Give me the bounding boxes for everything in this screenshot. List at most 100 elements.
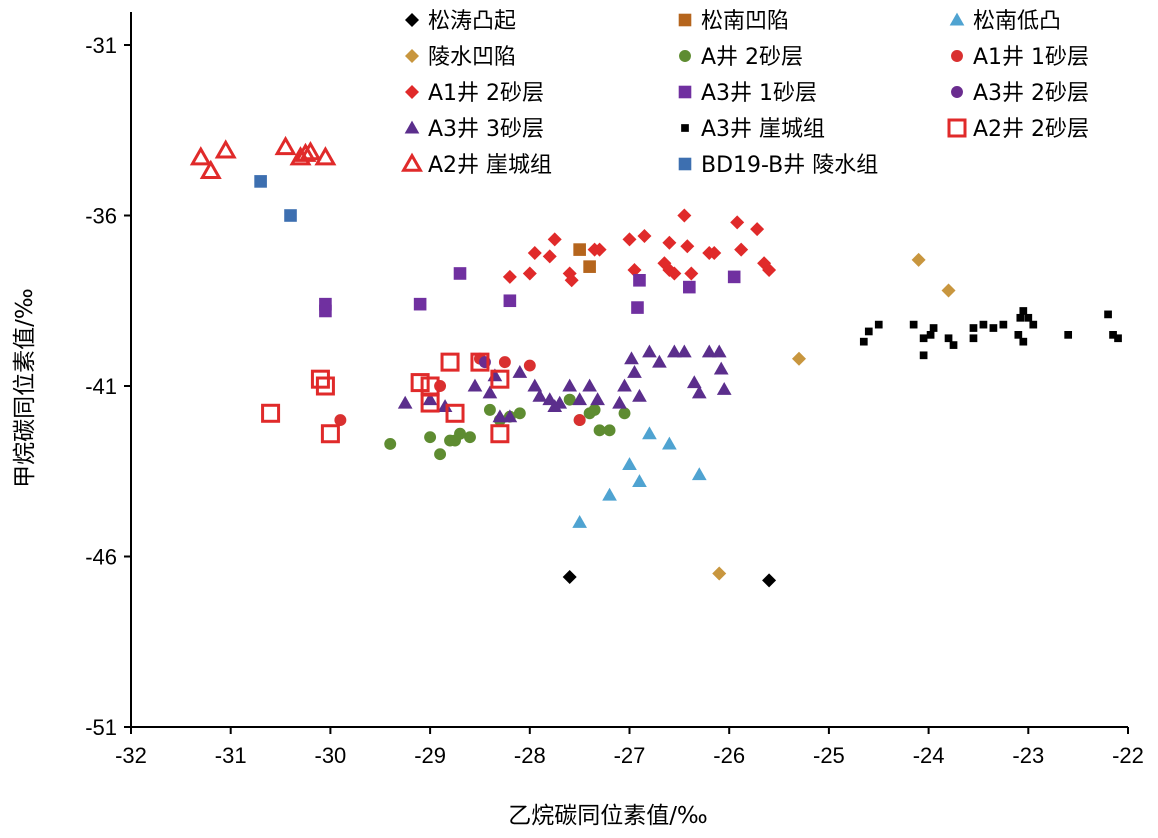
data-point <box>969 334 978 343</box>
data-point <box>1019 307 1028 315</box>
data-point <box>593 424 606 437</box>
y-tick-label: -51 <box>85 715 117 740</box>
series-10 <box>397 344 732 423</box>
legend-label: BD19-B井 陵水组 <box>701 153 878 178</box>
data-point <box>1024 313 1033 322</box>
data-point <box>562 378 578 392</box>
data-point <box>527 378 543 392</box>
legend-marker <box>401 152 423 172</box>
data-point <box>1016 313 1025 322</box>
data-point <box>294 142 317 162</box>
data-point <box>522 266 537 281</box>
data-point <box>573 414 586 427</box>
data-point <box>691 385 707 399</box>
data-point <box>562 569 577 584</box>
data-point <box>686 375 702 389</box>
legend-item: A3井 3砂层 <box>404 117 544 142</box>
legend-marker <box>947 118 967 138</box>
series-4 <box>712 252 956 581</box>
data-point <box>909 320 918 329</box>
x-tick-label: -29 <box>414 743 446 768</box>
data-point <box>320 424 340 444</box>
x-tick-label: -32 <box>115 743 147 768</box>
data-point <box>590 392 605 406</box>
data-point <box>642 426 657 440</box>
legend-label: A1井 1砂层 <box>973 45 1089 70</box>
x-ticks: -32 -31 -30 -29 -28 -27 -26 -25 -24 -23 -22 <box>115 727 1144 768</box>
data-point <box>445 403 465 423</box>
data-point <box>684 266 699 281</box>
data-point <box>633 273 646 287</box>
series-13 <box>189 135 337 179</box>
data-point <box>314 146 337 166</box>
data-point <box>453 267 467 280</box>
series-2 <box>573 243 596 273</box>
legend-marker <box>678 157 692 171</box>
data-point <box>434 380 447 392</box>
series-5 <box>384 393 631 461</box>
data-point <box>712 566 727 581</box>
data-point <box>527 246 542 261</box>
legend-marker <box>679 50 691 62</box>
data-point <box>437 399 453 412</box>
legend-item: A井 2砂层 <box>679 45 803 70</box>
x-tick-label: -28 <box>514 743 546 768</box>
data-point <box>637 228 652 243</box>
data-point <box>667 344 682 358</box>
legend-marker <box>951 50 963 62</box>
data-point <box>919 334 928 343</box>
x-tick-label: -24 <box>913 743 945 768</box>
data-point <box>1014 331 1023 339</box>
data-point <box>677 208 692 223</box>
legend-label: A3井 3砂层 <box>428 117 544 142</box>
x-tick-label: -26 <box>713 743 745 768</box>
data-point <box>662 235 677 250</box>
data-point <box>513 407 526 420</box>
legend-marker <box>681 124 689 132</box>
data-point <box>949 341 958 349</box>
data-point <box>1029 320 1038 329</box>
y-ticks: -51 -46 -41 -36 -31 <box>85 33 131 740</box>
data-point <box>502 409 518 423</box>
data-point <box>929 324 938 332</box>
data-point <box>397 395 413 409</box>
legend-label: A1井 2砂层 <box>428 81 544 106</box>
data-point <box>410 373 430 393</box>
legend-item: A2井 2砂层 <box>947 117 1089 142</box>
series-layer <box>189 135 1122 588</box>
legend-marker <box>678 85 692 99</box>
legend-item: A3井 崖城组 <box>681 117 825 142</box>
legend-marker <box>678 13 692 27</box>
legend-item: A3井 1砂层 <box>678 81 817 106</box>
data-point <box>572 392 587 406</box>
series-6 <box>334 352 586 427</box>
data-point <box>624 351 639 365</box>
data-point <box>1019 337 1028 346</box>
data-point <box>592 242 607 257</box>
data-point <box>683 280 696 294</box>
data-point <box>989 324 998 332</box>
data-point <box>384 438 397 450</box>
data-point <box>979 320 988 329</box>
legend-marker <box>949 12 965 26</box>
data-point <box>512 365 528 378</box>
legend-marker <box>404 120 420 134</box>
data-point <box>603 424 616 437</box>
data-point <box>523 359 536 372</box>
data-point <box>680 239 695 254</box>
data-point <box>492 409 508 423</box>
data-point <box>652 354 667 368</box>
data-point <box>299 140 322 161</box>
legend-item: A3井 2砂层 <box>951 81 1089 106</box>
y-tick-label: -31 <box>85 33 117 58</box>
series-11 <box>859 307 1122 360</box>
legend-marker <box>405 85 419 99</box>
legend-item: A1井 1砂层 <box>951 45 1089 70</box>
data-point <box>470 352 490 372</box>
data-point <box>618 407 631 420</box>
data-point <box>564 273 579 288</box>
data-point <box>622 457 637 470</box>
data-point <box>467 378 483 392</box>
data-point <box>919 351 928 360</box>
